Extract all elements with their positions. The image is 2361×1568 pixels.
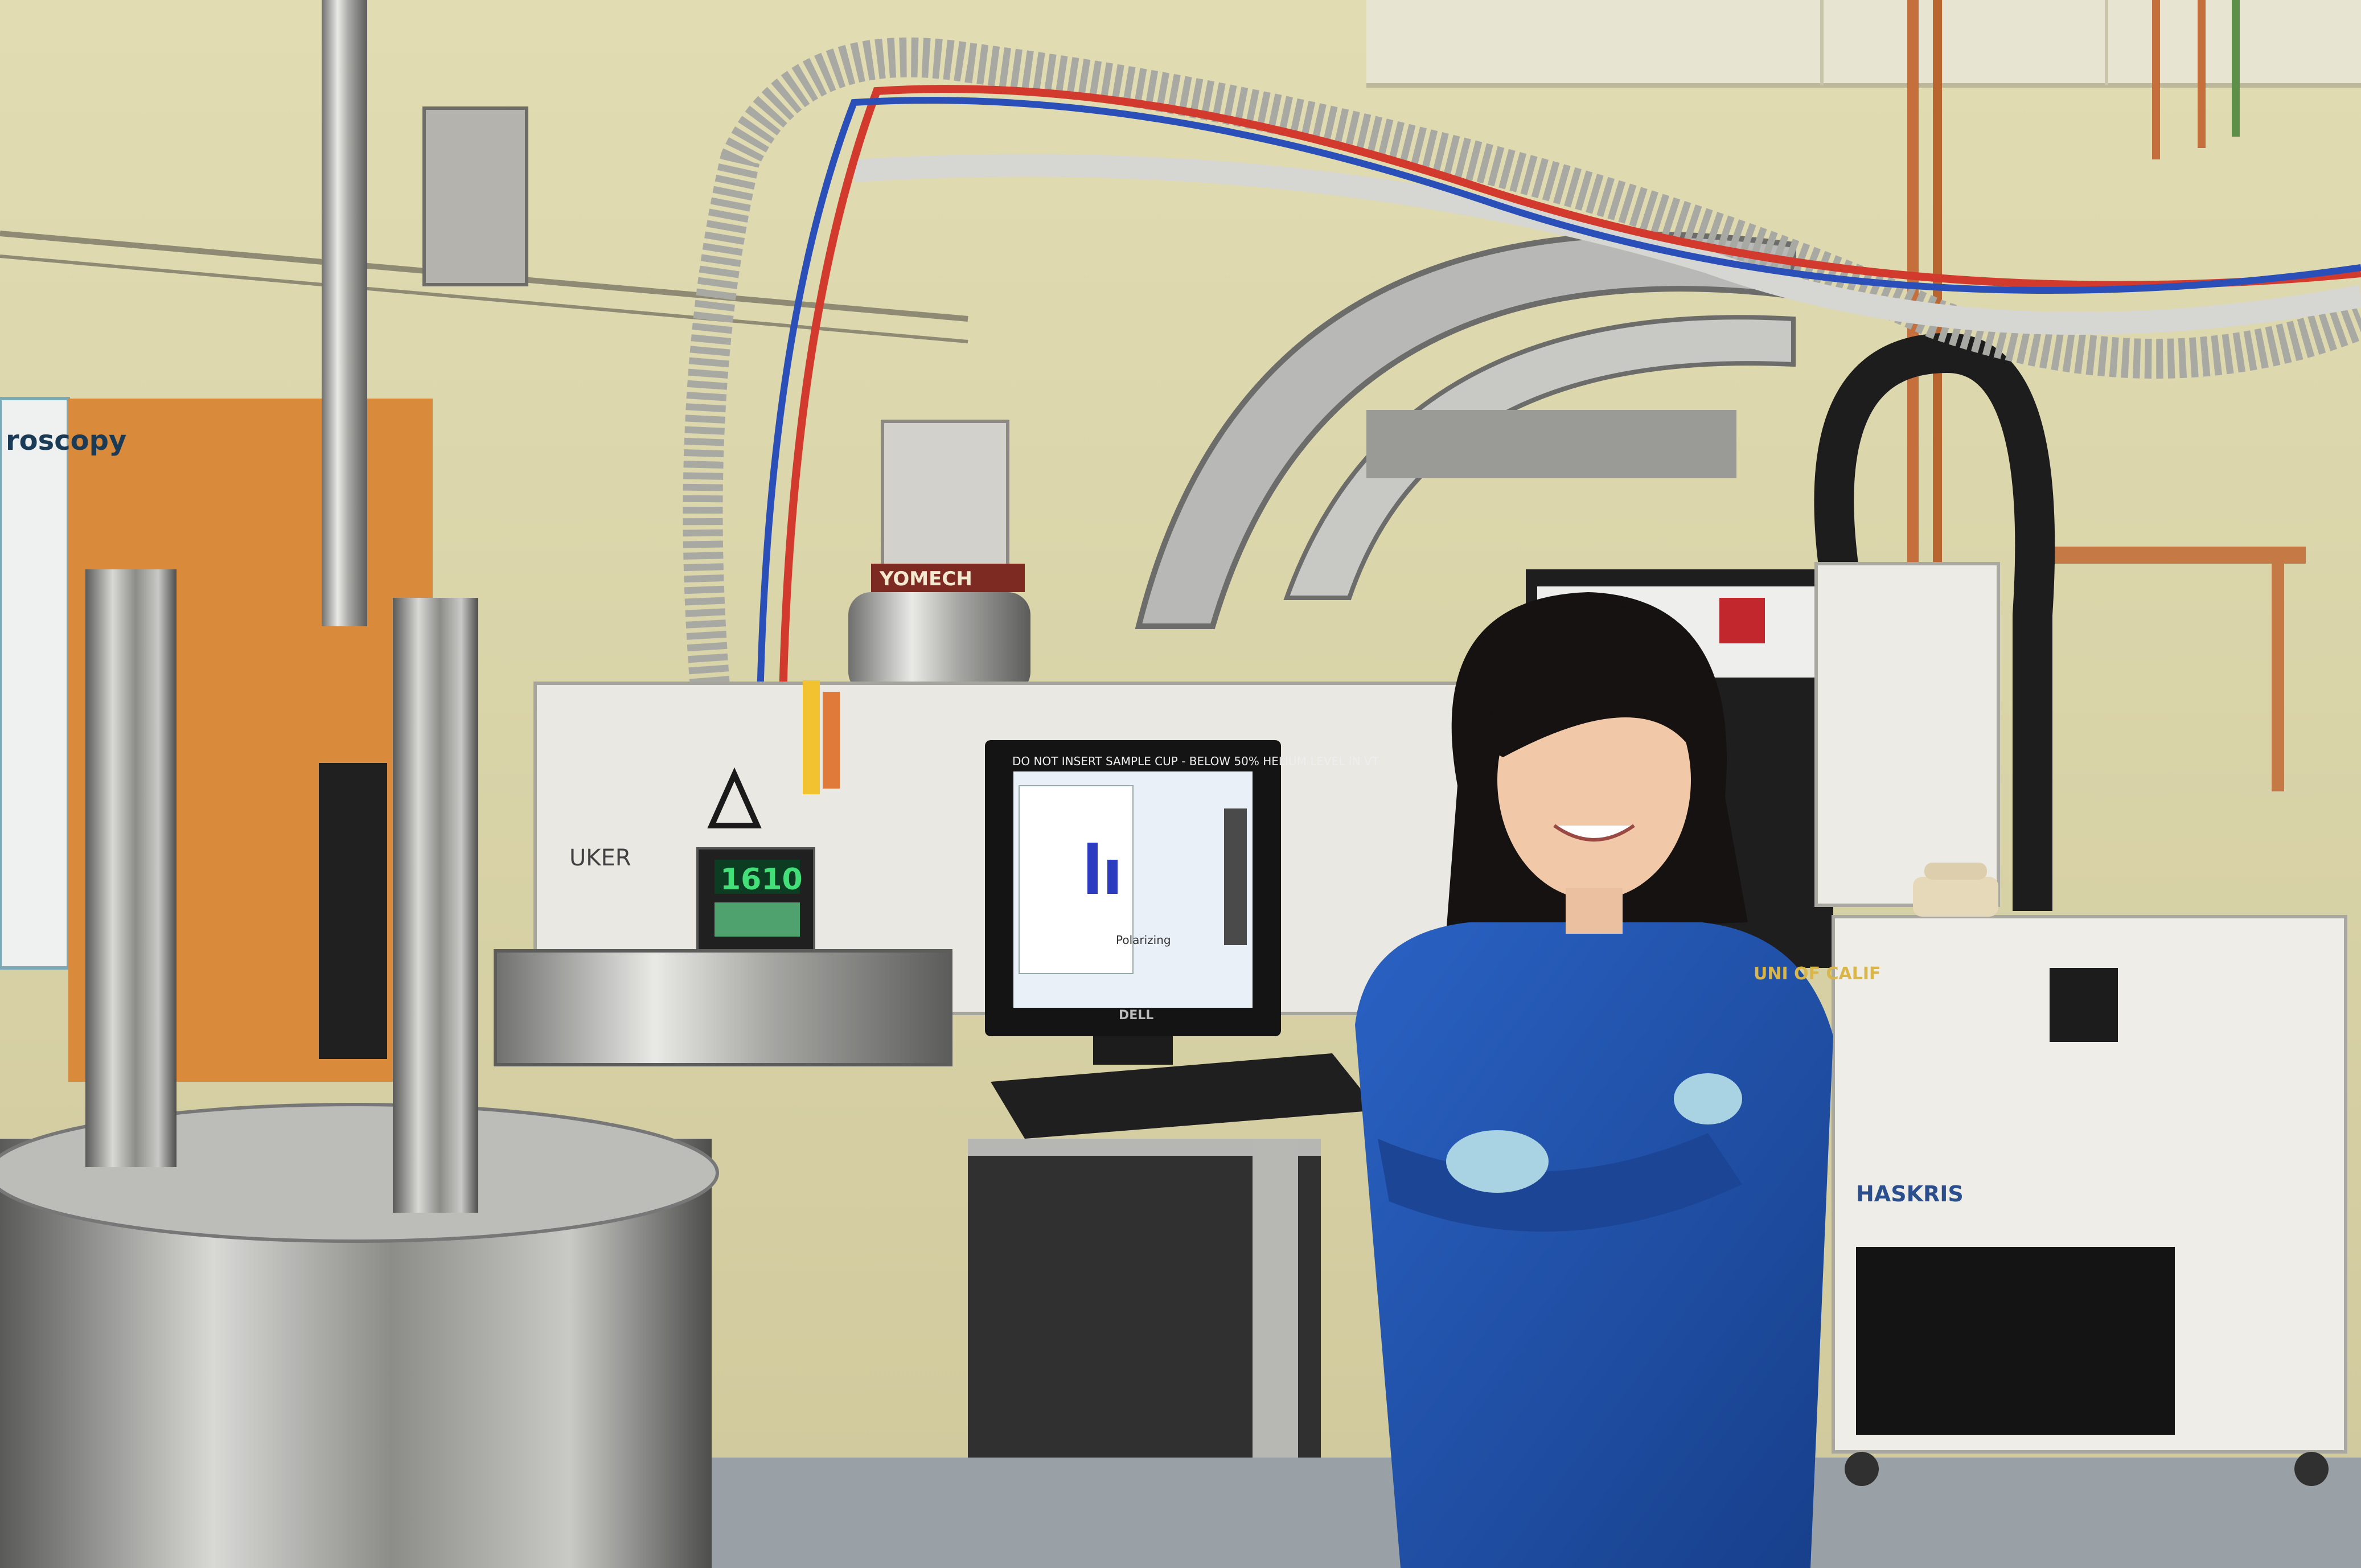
controller-readout: 1610 — [720, 863, 803, 897]
keyboard — [991, 1053, 1378, 1139]
red-cable — [778, 85, 2361, 968]
magnet-label: UKER — [569, 845, 631, 871]
equipment-rack — [968, 1139, 1321, 1458]
steel-slab — [494, 949, 952, 1066]
corrugated-hose — [683, 37, 2361, 857]
researcher: UNI OF CALIF — [1355, 592, 1881, 1568]
monitor-status: Polarizing — [1116, 933, 1171, 947]
cryostat-dewar — [0, 1103, 719, 1568]
black-hose — [1814, 333, 2055, 911]
ceiling — [1366, 0, 2361, 88]
steel-columns — [85, 0, 528, 1213]
coat-text: UNI OF CALIF — [1754, 964, 1881, 984]
monitor-brand: DELL — [1119, 1008, 1153, 1023]
chiller-unit: HASKRIS — [1832, 915, 2347, 1486]
cryocooler-head: YOMECH — [848, 420, 1030, 695]
blue-cable — [755, 97, 2361, 968]
monitor: DO NOT INSERT SAMPLE CUP - BELOW 50% HEL… — [985, 740, 1379, 1065]
desk-phone — [1913, 863, 1998, 917]
cryo-label: YOMECH — [879, 568, 972, 590]
temperature-controller: 1610 — [696, 847, 815, 958]
chiller-brand: HASKRIS — [1856, 1181, 1964, 1206]
white-rack — [1814, 562, 2000, 907]
monitor-banner: DO NOT INSERT SAMPLE CUP - BELOW 50% HEL… — [1012, 754, 1379, 768]
wall-sign-text: roscopy — [6, 425, 126, 457]
